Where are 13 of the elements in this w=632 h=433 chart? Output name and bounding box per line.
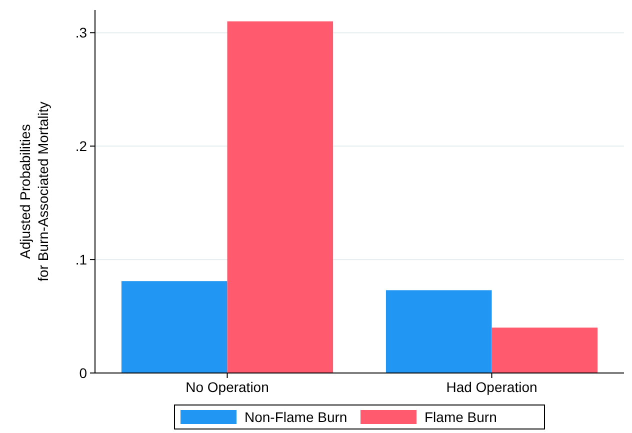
bar bbox=[386, 290, 492, 373]
y-tick-label: .2 bbox=[75, 138, 88, 154]
y-tick-label: 0 bbox=[79, 364, 88, 381]
bar bbox=[492, 328, 598, 373]
x-tick-label: No Operation bbox=[186, 379, 269, 395]
bar bbox=[227, 21, 334, 373]
legend-label: Flame Burn bbox=[424, 408, 497, 425]
x-tick-label: Had Operation bbox=[446, 379, 538, 395]
y-tick-label: .1 bbox=[75, 251, 88, 268]
bar bbox=[121, 281, 228, 373]
legend-label: Non-Flame Burn bbox=[244, 408, 348, 425]
y-axis-title: Adjusted Probabilities for Burn-Associated Mortality bbox=[17, 102, 51, 282]
y-tick-label: .3 bbox=[75, 24, 88, 41]
